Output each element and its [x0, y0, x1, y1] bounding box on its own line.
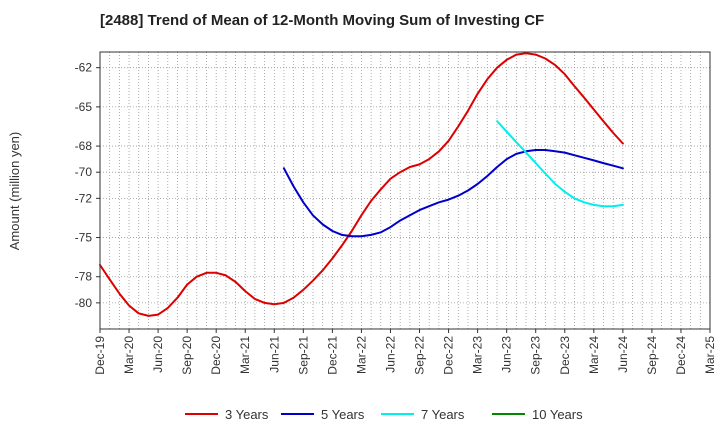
x-tick-label: Mar-23: [471, 336, 485, 374]
x-tick-label: Mar-22: [354, 336, 368, 374]
legend-label: 10 Years: [532, 407, 583, 422]
x-tick-label: Dec-24: [674, 336, 688, 375]
y-tick-label: -78: [75, 270, 93, 284]
x-tick-label: Dec-20: [209, 336, 223, 375]
y-tick-label: -62: [75, 61, 93, 75]
chart-title: [2488] Trend of Mean of 12-Month Moving …: [100, 12, 545, 29]
y-tick-label: -75: [75, 231, 93, 245]
x-tick-label: Sep-20: [180, 336, 194, 375]
x-tick-label: Jun-22: [383, 336, 397, 373]
y-tick-label: -72: [75, 191, 93, 205]
x-tick-label: Dec-19: [93, 336, 107, 375]
y-tick-label: -68: [75, 139, 93, 153]
x-tick-label: Dec-23: [558, 336, 572, 375]
plot-area: [100, 52, 710, 329]
x-tick-label: Sep-23: [529, 336, 543, 375]
x-tick-label: Jun-23: [500, 336, 514, 373]
y-tick-label: -65: [75, 100, 93, 114]
plot-border: [99, 51, 711, 330]
x-tick-label: Mar-21: [238, 336, 252, 374]
x-tick-label: Dec-22: [442, 336, 456, 375]
series-line-3: [496, 120, 624, 208]
x-axis: Dec-19 Mar-20 Jun-20 Sep-20 Dec-20 Mar-21 Jun-…: [93, 329, 717, 375]
x-tick-label: Sep-22: [413, 336, 427, 375]
legend-label: 3 Years: [225, 407, 269, 422]
x-tick-label: Sep-21: [296, 336, 310, 375]
legend-label: 5 Years: [321, 407, 365, 422]
series-line-2: [282, 149, 624, 238]
y-axis: -62 -65 -68 -70 -72 -75 -78 -80: [75, 61, 100, 310]
x-tick-label: Jun-21: [267, 336, 281, 373]
legend: 3 Years 5 Years 7 Years 10 Years: [185, 407, 583, 422]
series-layer: [99, 52, 624, 317]
x-tick-label: Sep-24: [645, 336, 659, 375]
x-tick-label: Jun-24: [616, 336, 630, 373]
x-tick-label: Dec-21: [325, 336, 339, 375]
x-tick-label: Jun-20: [151, 336, 165, 373]
x-tick-label: Mar-25: [703, 336, 717, 374]
legend-label: 7 Years: [421, 407, 465, 422]
y-tick-label: -80: [75, 296, 93, 310]
x-tick-label: Mar-20: [122, 336, 136, 374]
y-tick-label: -70: [75, 165, 93, 179]
y-axis-label: Amount (million yen): [7, 132, 22, 251]
series-line-1: [99, 52, 624, 317]
x-tick-label: Mar-24: [587, 336, 601, 374]
